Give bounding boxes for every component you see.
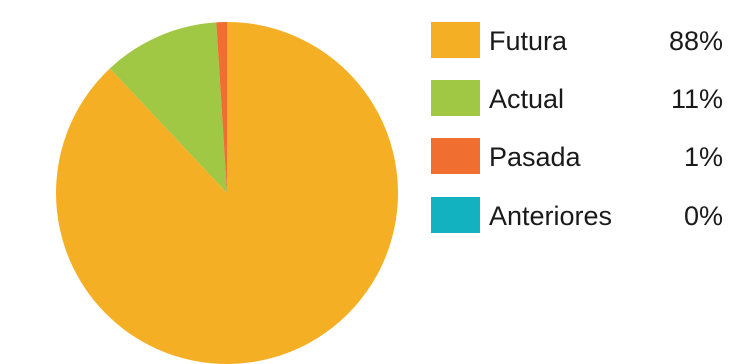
legend-swatch — [431, 80, 480, 116]
legend-value: 0% — [684, 201, 723, 231]
pie-slice-actual — [109, 22, 227, 194]
legend-item-actual: Actual 11% — [431, 80, 723, 116]
legend-value: 11% — [671, 84, 723, 114]
pie-slice-pasada — [216, 22, 227, 193]
legend-swatch — [431, 138, 480, 174]
legend-swatch — [431, 197, 480, 233]
legend: Futura 88% Actual 11% Pasada 1% Anteriores 0% — [431, 22, 723, 233]
pie-slices — [56, 22, 399, 364]
legend-label: Anteriores — [489, 201, 612, 231]
legend-item-anteriores: Anteriores 0% — [431, 197, 723, 233]
pie-slice-futura — [56, 22, 399, 364]
legend-item-futura: Futura 88% — [431, 22, 723, 58]
legend-swatch — [431, 22, 480, 58]
legend-label: Futura — [489, 26, 568, 56]
legend-item-pasada: Pasada 1% — [431, 138, 723, 174]
legend-label: Actual — [489, 84, 564, 114]
legend-value: 1% — [684, 142, 723, 172]
legend-label: Pasada — [489, 142, 582, 172]
legend-value: 88% — [669, 26, 723, 56]
